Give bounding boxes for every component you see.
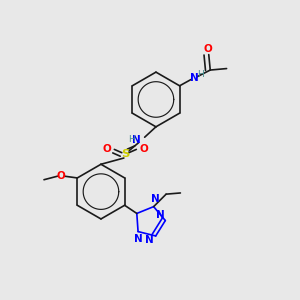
Text: O: O — [203, 44, 212, 54]
Text: H: H — [128, 135, 135, 144]
Text: O: O — [56, 171, 65, 181]
Text: N: N — [151, 194, 160, 204]
Text: N: N — [132, 135, 141, 145]
Text: O: O — [103, 143, 111, 154]
Text: O: O — [140, 143, 148, 154]
Text: N: N — [190, 74, 198, 83]
Text: H: H — [197, 70, 204, 79]
Text: N: N — [134, 234, 142, 244]
Text: N: N — [156, 210, 164, 220]
Text: S: S — [121, 149, 130, 160]
Text: N: N — [145, 235, 154, 244]
